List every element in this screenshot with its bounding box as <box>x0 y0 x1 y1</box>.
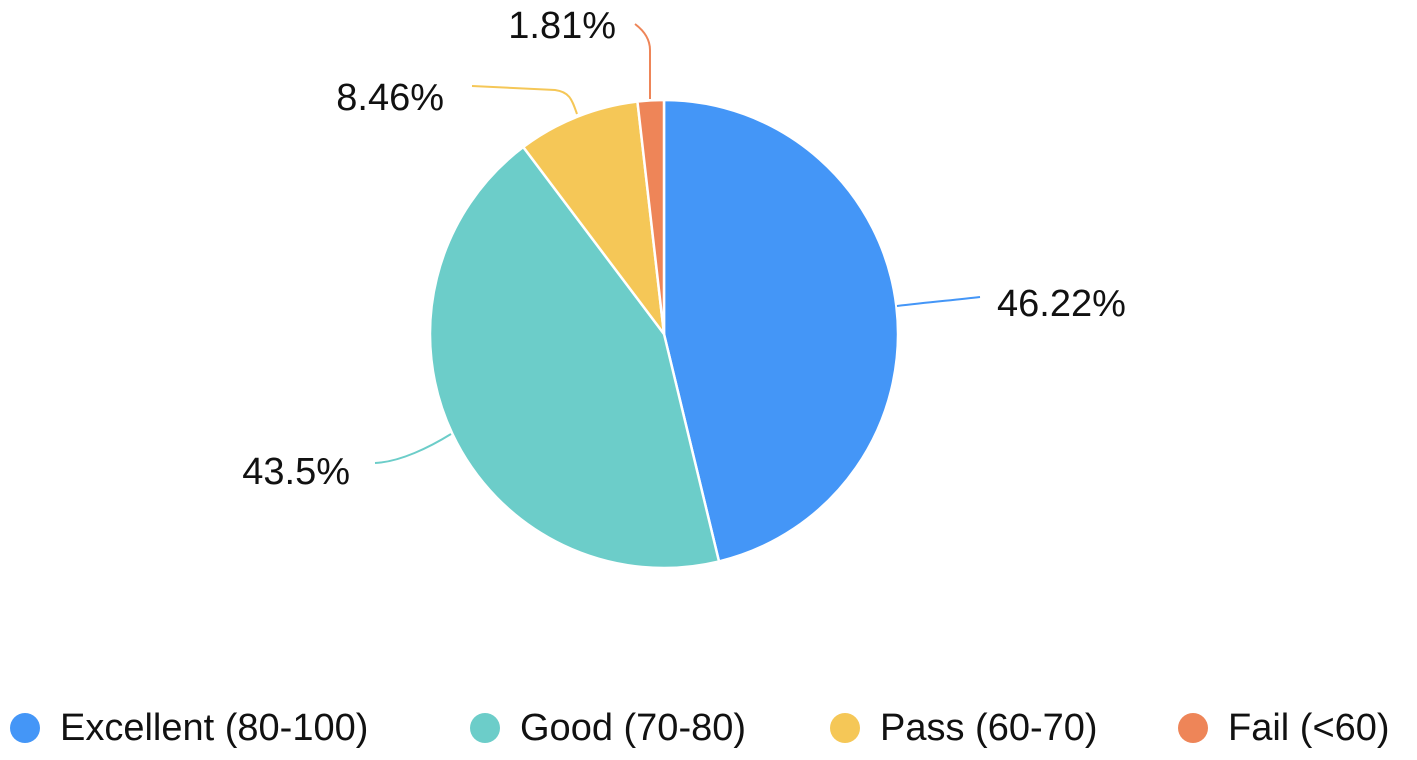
legend-item-pass[interactable]: Pass (60-70) <box>830 700 1098 756</box>
slice-good[interactable] <box>428 145 721 570</box>
slice-fail[interactable] <box>636 98 666 336</box>
legend-swatch-good <box>470 713 500 743</box>
slice-pass[interactable] <box>522 100 666 336</box>
pie-chart: 46.22% 43.5% 8.46% 1.81% <box>242 5 1126 570</box>
legend-label-excellent: Excellent (80-100) <box>60 706 369 749</box>
legend-label-good: Good (70-80) <box>520 706 747 749</box>
leader-line-excellent <box>896 296 981 307</box>
leader-line-pass <box>471 85 578 115</box>
data-label-good: 43.5% <box>242 451 350 493</box>
leader-line-good <box>374 433 452 464</box>
legend-item-good[interactable]: Good (70-80) <box>470 700 746 756</box>
legend-item-excellent[interactable]: Excellent (80-100) <box>10 700 368 756</box>
legend-swatch-excellent <box>10 713 40 743</box>
legend-label-fail: Fail (<60) <box>1228 706 1390 749</box>
data-label-excellent: 46.22% <box>997 283 1126 325</box>
legend-swatch-pass <box>830 713 860 743</box>
leader-line-fail <box>634 23 651 99</box>
legend-swatch-fail <box>1178 713 1208 743</box>
slice-excellent[interactable] <box>662 98 900 563</box>
data-label-pass: 8.46% <box>336 77 444 119</box>
data-label-fail: 1.81% <box>508 5 616 47</box>
legend-label-pass: Pass (60-70) <box>880 706 1098 749</box>
legend-item-fail[interactable]: Fail (<60) <box>1178 700 1390 756</box>
legend: Excellent (80-100) Good (70-80) Pass (60… <box>0 700 1417 756</box>
